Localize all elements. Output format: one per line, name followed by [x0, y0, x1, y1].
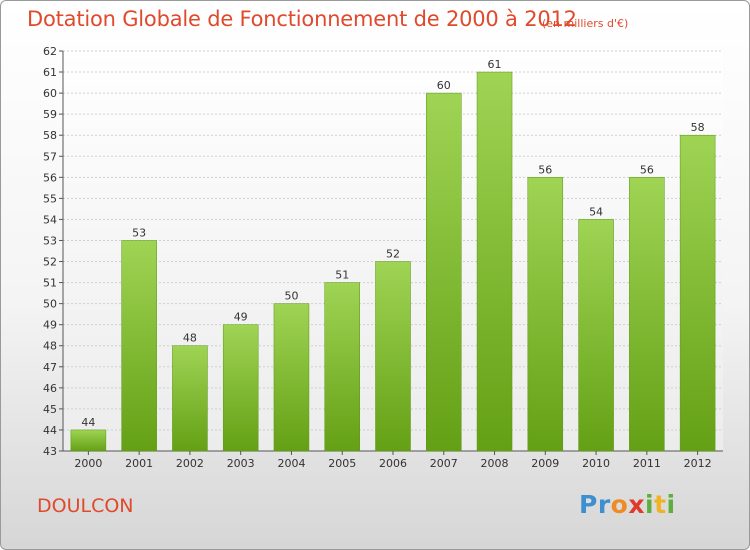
- bar-2000[interactable]: [70, 429, 107, 452]
- logo-letter: t: [654, 490, 667, 519]
- data-label: 54: [589, 205, 603, 218]
- bar-2005[interactable]: [324, 282, 360, 452]
- x-tick-label: 2001: [125, 457, 153, 470]
- y-tick-label: 56: [43, 171, 57, 184]
- y-tick-label: 57: [43, 150, 57, 163]
- data-label: 56: [640, 163, 654, 176]
- logo-letter: i: [645, 490, 655, 519]
- chart-unit: (en milliers d'€): [542, 17, 629, 30]
- x-tick-label: 2002: [176, 457, 204, 470]
- bar-2008[interactable]: [476, 71, 513, 452]
- y-tick-label: 48: [43, 340, 57, 353]
- data-label: 51: [335, 269, 349, 282]
- x-tick-label: 2000: [74, 457, 102, 470]
- x-tick-label: 2006: [379, 457, 407, 470]
- data-label: 58: [691, 121, 705, 134]
- logo-letter: P: [579, 490, 598, 519]
- y-tick-label: 45: [43, 403, 57, 416]
- x-tick-label: 2007: [430, 457, 458, 470]
- x-tick-label: 2008: [481, 457, 509, 470]
- x-tick-label: 2004: [277, 457, 305, 470]
- y-tick-label: 47: [43, 361, 57, 374]
- y-tick-label: 60: [43, 87, 57, 100]
- logo-letter: x: [628, 490, 645, 519]
- x-tick-label: 2012: [684, 457, 712, 470]
- bar-2006[interactable]: [375, 261, 411, 452]
- y-tick-label: 62: [43, 45, 57, 58]
- bar-2001[interactable]: [121, 240, 157, 452]
- logo-letter: o: [610, 490, 629, 519]
- bar-2004[interactable]: [273, 303, 310, 452]
- data-label: 52: [386, 248, 400, 261]
- data-label: 50: [284, 290, 298, 303]
- y-tick-label: 58: [43, 129, 57, 142]
- x-tick-label: 2005: [328, 457, 356, 470]
- data-label: 56: [538, 163, 552, 176]
- logo-letter: r: [597, 490, 611, 519]
- y-tick-label: 49: [43, 319, 57, 332]
- data-label: 53: [132, 226, 146, 239]
- data-label: 60: [437, 79, 451, 92]
- data-label: 48: [183, 332, 197, 345]
- logo-letter: i: [666, 490, 676, 519]
- data-label: 49: [234, 311, 248, 324]
- bar-2002[interactable]: [172, 345, 208, 452]
- proxiti-logo[interactable]: Proxiti: [579, 490, 676, 519]
- y-tick-label: 53: [43, 234, 57, 247]
- y-tick-label: 54: [43, 213, 57, 226]
- y-tick-label: 44: [43, 424, 57, 437]
- y-tick-label: 52: [43, 256, 57, 269]
- x-tick-label: 2009: [531, 457, 559, 470]
- y-tick-label: 51: [43, 277, 57, 290]
- y-tick-label: 43: [43, 445, 57, 458]
- bar-2007[interactable]: [426, 92, 462, 452]
- y-tick-label: 50: [43, 298, 57, 311]
- bar-2003[interactable]: [222, 324, 259, 452]
- data-label: 44: [81, 416, 95, 429]
- x-tick-label: 2011: [633, 457, 661, 470]
- data-label: 61: [488, 58, 502, 71]
- bar-2012[interactable]: [679, 134, 716, 452]
- bar-2011[interactable]: [629, 177, 665, 452]
- bar-2010[interactable]: [578, 219, 614, 452]
- y-tick-label: 55: [43, 192, 57, 205]
- x-tick-label: 2010: [582, 457, 610, 470]
- x-tick-label: 2003: [227, 457, 255, 470]
- y-tick-label: 46: [43, 382, 57, 395]
- chart-title: Dotation Globale de Fonctionnement de 20…: [27, 7, 577, 31]
- y-tick-label: 59: [43, 108, 57, 121]
- commune-name: DOULCON: [37, 495, 134, 517]
- y-tick-label: 61: [43, 66, 57, 79]
- bar-2009[interactable]: [527, 177, 564, 452]
